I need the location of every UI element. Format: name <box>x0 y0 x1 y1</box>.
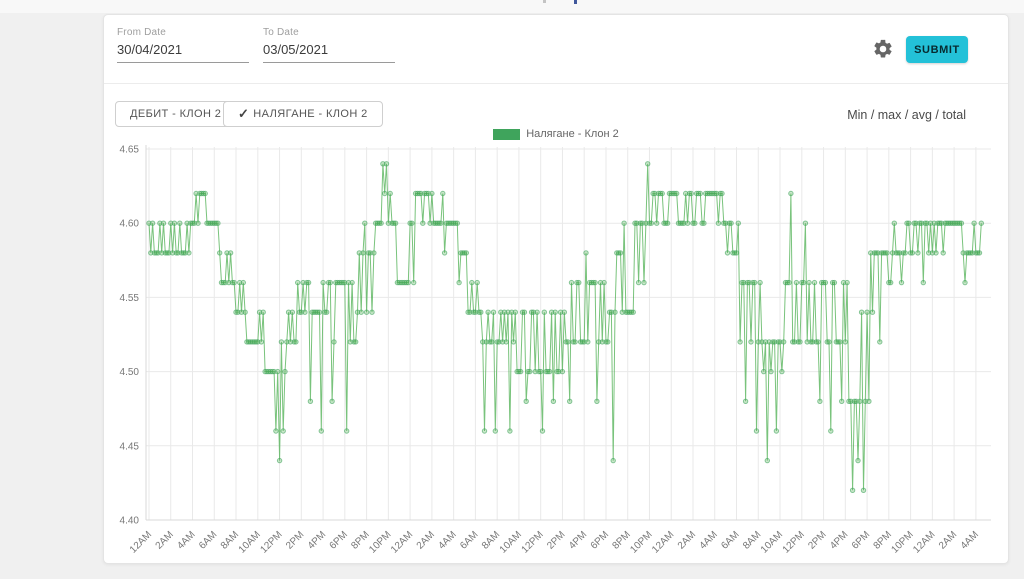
min-max-avg-total-link[interactable]: Min / max / avg / total <box>847 108 966 122</box>
svg-text:6AM: 6AM <box>719 529 741 551</box>
clipped-text-artifact <box>543 0 546 3</box>
svg-text:4AM: 4AM <box>959 529 981 551</box>
svg-text:4PM: 4PM <box>306 529 328 551</box>
svg-text:4AM: 4AM <box>698 529 720 551</box>
svg-text:2PM: 2PM <box>545 529 567 551</box>
svg-text:6AM: 6AM <box>197 529 219 551</box>
from-date-field[interactable]: From Date 30/04/2021 <box>117 27 249 63</box>
svg-text:10PM: 10PM <box>367 529 393 555</box>
to-date-field[interactable]: To Date 03/05/2021 <box>263 27 395 63</box>
svg-text:2AM: 2AM <box>154 529 176 551</box>
toggle-debit-label: ДЕБИТ - КЛОН 2 <box>130 108 222 120</box>
svg-text:2AM: 2AM <box>676 529 698 551</box>
from-date-input[interactable]: 30/04/2021 <box>117 42 249 63</box>
svg-text:2PM: 2PM <box>806 529 828 551</box>
svg-text:10PM: 10PM <box>628 529 654 555</box>
svg-text:6PM: 6PM <box>589 529 611 551</box>
submit-button[interactable]: SUBMIT <box>906 36 968 63</box>
to-date-input[interactable]: 03/05/2021 <box>263 42 395 63</box>
clipped-text-artifact <box>574 0 577 4</box>
svg-text:4.60: 4.60 <box>120 219 140 230</box>
settings-gear-icon <box>874 39 892 58</box>
svg-text:6PM: 6PM <box>850 529 872 551</box>
svg-text:2AM: 2AM <box>415 529 437 551</box>
check-icon: ✓ <box>238 106 250 121</box>
svg-text:4.65: 4.65 <box>120 145 140 156</box>
svg-text:4PM: 4PM <box>828 529 850 551</box>
svg-text:10AM: 10AM <box>498 529 524 555</box>
svg-text:4.40: 4.40 <box>120 516 140 527</box>
svg-text:12PM: 12PM <box>520 529 546 555</box>
to-date-label: To Date <box>263 27 299 38</box>
svg-text:10AM: 10AM <box>759 529 785 555</box>
legend-swatch <box>493 128 521 140</box>
svg-text:10AM: 10AM <box>237 529 263 555</box>
svg-text:12AM: 12AM <box>128 529 154 555</box>
header-divider <box>104 83 1008 84</box>
svg-text:12AM: 12AM <box>650 529 676 555</box>
legend-label: Налягане - Клон 2 <box>526 128 619 140</box>
svg-text:6AM: 6AM <box>458 529 480 551</box>
svg-text:4PM: 4PM <box>567 529 589 551</box>
toggle-nalyagane-label: НАЛЯГАНЕ - КЛОН 2 <box>253 108 368 120</box>
svg-text:6PM: 6PM <box>328 529 350 551</box>
toggle-nalyagane-klon2[interactable]: ✓ НАЛЯГАНЕ - КЛОН 2 <box>223 101 383 127</box>
svg-text:4AM: 4AM <box>175 529 197 551</box>
svg-text:2PM: 2PM <box>284 529 306 551</box>
svg-text:12AM: 12AM <box>389 529 415 555</box>
chart-legend[interactable]: Налягане - Клон 2 <box>104 127 1008 141</box>
svg-text:4.50: 4.50 <box>120 367 140 378</box>
svg-text:4AM: 4AM <box>436 529 458 551</box>
svg-text:12AM: 12AM <box>911 529 937 555</box>
settings-button[interactable] <box>872 37 896 61</box>
svg-text:4.45: 4.45 <box>120 441 140 452</box>
svg-text:4.55: 4.55 <box>120 293 140 304</box>
svg-text:2AM: 2AM <box>937 529 959 551</box>
page-top-strip <box>0 0 1024 13</box>
date-range-row: From Date 30/04/2021 To Date 03/05/2021 … <box>104 15 1008 83</box>
svg-text:10PM: 10PM <box>889 529 915 555</box>
from-date-label: From Date <box>117 27 167 38</box>
svg-text:12PM: 12PM <box>258 529 284 555</box>
chart-area: 4.65 4.60 4.55 4.50 4.45 4.40 12AM 2AM 4AM 6AM 8AM… <box>104 141 1010 563</box>
panel-card: From Date 30/04/2021 To Date 03/05/2021 … <box>103 14 1009 564</box>
svg-text:12PM: 12PM <box>781 529 807 555</box>
toggle-debit-klon2[interactable]: ДЕБИТ - КЛОН 2 <box>115 101 237 127</box>
series-toggle-row: ДЕБИТ - КЛОН 2 ✓ НАЛЯГАНЕ - КЛОН 2 Min /… <box>104 99 1008 129</box>
